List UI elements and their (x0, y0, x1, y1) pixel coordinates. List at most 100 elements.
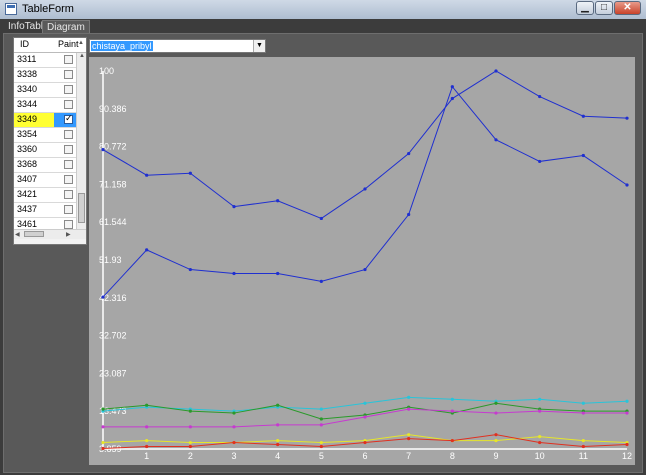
data-point (145, 444, 149, 449)
data-point (538, 409, 542, 413)
y-tick-label: 42.316 (99, 293, 127, 303)
data-point (276, 403, 280, 407)
data-point (188, 171, 192, 175)
data-point (581, 153, 585, 158)
line-chart: 3.859 13.473 23.087 32.702 42.316 51.93 61.544… (89, 57, 635, 465)
data-point (494, 69, 498, 73)
grid-header: ID Paint ▲ (14, 38, 86, 53)
scroll-left-icon[interactable]: ◀ (15, 232, 20, 238)
maximize-button[interactable]: □ (595, 1, 613, 15)
data-point (625, 411, 629, 415)
title-bar: TableForm ▁ □ ✕ (0, 0, 646, 20)
row-id[interactable]: 3344 (17, 99, 38, 109)
table-row[interactable]: 3421 (14, 188, 76, 203)
window-title: TableForm (22, 3, 74, 15)
vertical-scrollbar[interactable]: ▲ (76, 53, 86, 229)
selected-id-cell[interactable] (14, 113, 54, 127)
data-point (101, 295, 105, 299)
row-id[interactable]: 3421 (17, 189, 38, 199)
paint-checkbox[interactable] (64, 145, 73, 154)
data-point (625, 183, 629, 187)
data-point (494, 433, 498, 437)
sort-up-icon[interactable]: ▲ (78, 40, 84, 46)
scroll-up-icon[interactable]: ▲ (79, 53, 85, 59)
data-point (407, 433, 411, 437)
close-button[interactable]: ✕ (614, 1, 641, 15)
horizontal-scroll-thumb[interactable] (24, 231, 44, 237)
table-row[interactable]: 3344 (14, 98, 76, 113)
data-point (276, 438, 280, 443)
table-row[interactable]: 3311 (14, 53, 76, 68)
paint-checkbox[interactable] (64, 100, 73, 109)
data-point (494, 438, 498, 443)
data-point (319, 423, 323, 427)
row-id[interactable]: 3461 (17, 219, 38, 229)
data-point (188, 267, 192, 272)
table-row[interactable]: 3340 (14, 83, 76, 98)
y-tick-label: 71.158 (99, 179, 127, 189)
data-point (188, 444, 192, 449)
paint-checkbox[interactable] (64, 190, 73, 199)
data-point (538, 440, 542, 445)
data-point (494, 411, 498, 415)
row-id[interactable]: 3437 (17, 204, 38, 214)
table-row[interactable]: 3360 (14, 143, 76, 158)
row-id[interactable]: 3311 (17, 54, 37, 64)
data-point (407, 437, 411, 441)
tab-infotable[interactable]: InfoTable (8, 21, 49, 32)
data-point (407, 151, 411, 156)
id-grid[interactable]: ID Paint ▲ 3311 3338 3340 3344 3349 3354 3360 3… (13, 37, 87, 245)
data-point (319, 279, 323, 283)
table-row[interactable]: 3368 (14, 158, 76, 173)
data-point (450, 397, 454, 401)
series-select[interactable]: chistaya_pribyl ▼ (89, 39, 266, 53)
paint-checkbox[interactable] (64, 175, 73, 184)
row-id[interactable]: 3340 (17, 84, 38, 94)
table-row[interactable]: 3338 (14, 68, 76, 83)
x-tick-label: 11 (579, 451, 588, 461)
horizontal-scrollbar[interactable]: ◀ ▶ (14, 229, 86, 239)
chart-background (89, 57, 635, 465)
data-point (101, 425, 105, 429)
vertical-scroll-thumb[interactable] (78, 193, 85, 223)
table-row[interactable]: 3407 (14, 173, 76, 188)
data-point (319, 440, 323, 445)
paint-checkbox[interactable] (64, 113, 73, 124)
table-row[interactable]: 3437 (14, 203, 76, 218)
paint-checkbox[interactable] (64, 85, 73, 94)
scroll-right-icon[interactable]: ▶ (66, 232, 71, 238)
chevron-down-icon[interactable]: ▼ (253, 40, 265, 52)
paint-checkbox[interactable] (64, 160, 73, 169)
data-point (145, 438, 149, 443)
row-id[interactable]: 3354 (17, 129, 38, 139)
diagram-panel: ID Paint ▲ 3311 3338 3340 3344 3349 3354 3360 3… (3, 33, 643, 473)
x-tick-label: 12 (622, 451, 632, 461)
row-id[interactable]: 3368 (17, 159, 38, 169)
x-tick-label: 7 (406, 451, 411, 461)
data-point (538, 397, 542, 401)
series-select-value: chistaya_pribyl (91, 41, 153, 51)
paint-checkbox[interactable] (64, 70, 73, 79)
paint-checkbox[interactable] (64, 55, 73, 64)
minimize-button[interactable]: ▁ (576, 1, 594, 15)
paint-checkbox[interactable] (64, 205, 73, 214)
row-id[interactable]: 3407 (17, 174, 38, 184)
table-row[interactable]: 3349 (14, 113, 76, 128)
y-tick-label: 32.702 (99, 331, 127, 341)
column-header-id[interactable]: ID (20, 39, 29, 49)
data-point (450, 96, 454, 101)
column-header-paint[interactable]: Paint (58, 39, 79, 49)
data-point (188, 409, 192, 413)
paint-checkbox[interactable] (64, 130, 73, 139)
row-id[interactable]: 3360 (17, 144, 38, 154)
row-id[interactable]: 3349 (17, 114, 38, 124)
data-point (581, 411, 585, 415)
table-row[interactable]: 3354 (14, 128, 76, 143)
tab-diagram[interactable]: Diagram (42, 20, 90, 34)
row-id[interactable]: 3338 (17, 69, 38, 79)
data-point (276, 442, 280, 447)
data-point (363, 415, 367, 419)
data-point (581, 438, 585, 443)
paint-checkbox[interactable] (64, 220, 73, 229)
